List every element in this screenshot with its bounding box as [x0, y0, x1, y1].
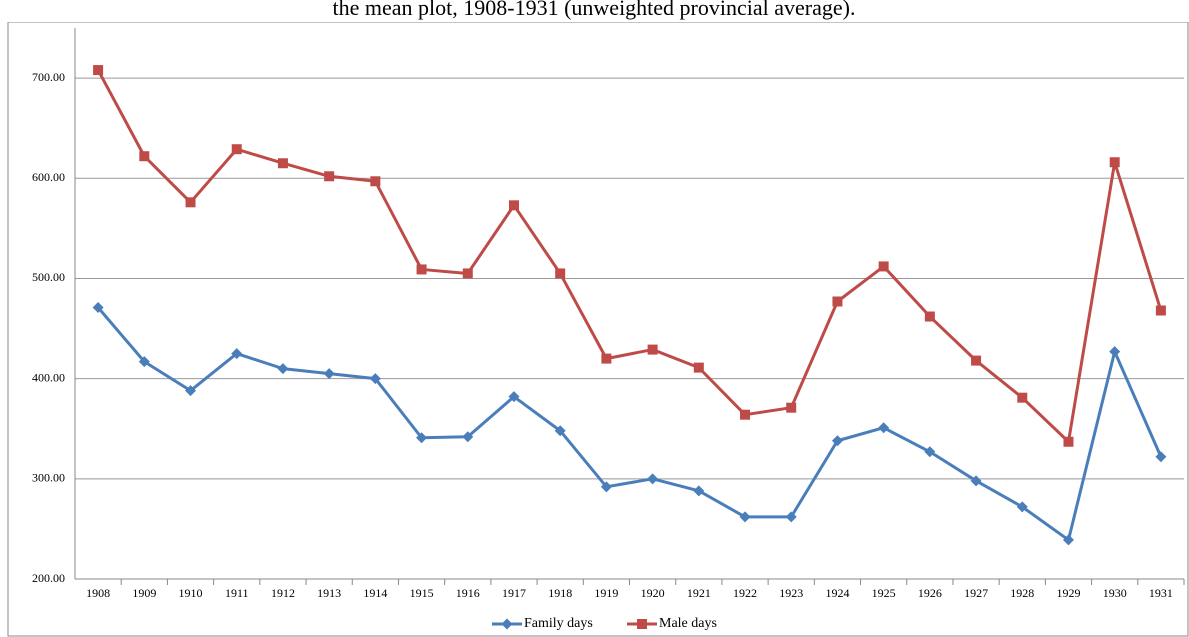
- data-point: [1109, 346, 1121, 358]
- data-point: [139, 151, 150, 162]
- data-point: [555, 268, 566, 279]
- y-tick-label: 400.00: [32, 370, 65, 384]
- data-point: [878, 261, 889, 272]
- data-point: [231, 144, 242, 155]
- data-point: [416, 432, 428, 444]
- data-point: [370, 176, 381, 187]
- data-point: [1062, 534, 1074, 546]
- x-tick-label: 1921: [687, 586, 711, 600]
- x-tick-label: 1916: [456, 586, 480, 600]
- y-tick-label: 500.00: [32, 270, 65, 284]
- data-point: [1017, 392, 1028, 403]
- data-point: [92, 302, 104, 314]
- legend-label: Male days: [659, 616, 717, 631]
- data-point: [1155, 451, 1167, 463]
- y-tick-label: 300.00: [32, 471, 65, 485]
- x-tick-label: 1922: [733, 586, 757, 600]
- y-tick-label: 600.00: [32, 170, 65, 184]
- data-point: [1063, 436, 1074, 447]
- data-point: [971, 355, 982, 366]
- data-point: [462, 431, 474, 443]
- data-point: [740, 409, 751, 420]
- x-tick-label: 1927: [964, 586, 988, 600]
- data-point: [185, 197, 196, 208]
- data-point: [786, 402, 797, 413]
- title-band: [0, 0, 1189, 22]
- y-tick-label: 700.00: [32, 70, 65, 84]
- data-point: [600, 481, 612, 493]
- x-tick-label: 1909: [132, 586, 156, 600]
- data-point: [785, 511, 797, 523]
- data-point: [416, 264, 427, 275]
- x-tick-label: 1929: [1056, 586, 1080, 600]
- data-point: [1016, 501, 1028, 513]
- series-line: [96, 69, 1163, 444]
- x-tick-label: 1919: [594, 586, 618, 600]
- data-point: [323, 368, 335, 380]
- data-point: [185, 385, 197, 397]
- data-point: [231, 348, 243, 360]
- data-point: [924, 311, 935, 322]
- legend-label: Family days: [524, 616, 593, 631]
- data-point: [647, 344, 658, 355]
- data-point: [647, 473, 659, 485]
- x-tick-label: 1908: [86, 586, 110, 600]
- chart-frame: [7, 21, 1189, 637]
- x-tick-label: 1926: [918, 586, 942, 600]
- data-point: [693, 485, 705, 497]
- data-point: [277, 158, 288, 169]
- x-tick-label: 1928: [1010, 586, 1034, 600]
- x-tick-label: 1920: [641, 586, 665, 600]
- x-tick-label: 1910: [179, 586, 203, 600]
- data-point: [1109, 157, 1120, 168]
- x-tick-label: 1918: [548, 586, 572, 600]
- x-tick-label: 1931: [1149, 586, 1173, 600]
- chart-title: the mean plot, 1908-1931 (unweighted pro…: [333, 0, 856, 20]
- x-tick-label: 1925: [872, 586, 896, 600]
- x-tick-label: 1915: [410, 586, 434, 600]
- data-point: [924, 446, 936, 458]
- data-point: [832, 296, 843, 307]
- legend-marker: [501, 618, 513, 630]
- data-point: [739, 511, 751, 523]
- series-line: [96, 306, 1163, 542]
- data-point: [693, 362, 704, 373]
- data-point: [831, 435, 843, 447]
- data-point: [138, 356, 150, 368]
- data-point: [324, 171, 335, 182]
- data-point: [554, 425, 566, 437]
- data-point: [93, 65, 104, 76]
- data-point: [508, 391, 520, 403]
- data-point: [970, 475, 982, 487]
- x-tick-label: 1923: [779, 586, 803, 600]
- x-tick-label: 1911: [225, 586, 249, 600]
- x-tick-label: 1914: [363, 586, 387, 600]
- data-point: [1155, 305, 1166, 316]
- x-tick-label: 1917: [502, 586, 526, 600]
- data-point: [508, 200, 519, 211]
- x-tick-label: 1912: [271, 586, 295, 600]
- x-tick-label: 1924: [825, 586, 849, 600]
- legend-marker: [637, 619, 647, 629]
- y-tick-label: 200.00: [32, 571, 65, 585]
- data-point: [462, 268, 473, 279]
- data-point: [601, 353, 612, 364]
- data-point: [369, 373, 381, 385]
- data-point: [878, 422, 890, 434]
- data-point: [277, 363, 289, 375]
- x-tick-label: 1913: [317, 586, 341, 600]
- x-tick-label: 1930: [1103, 586, 1127, 600]
